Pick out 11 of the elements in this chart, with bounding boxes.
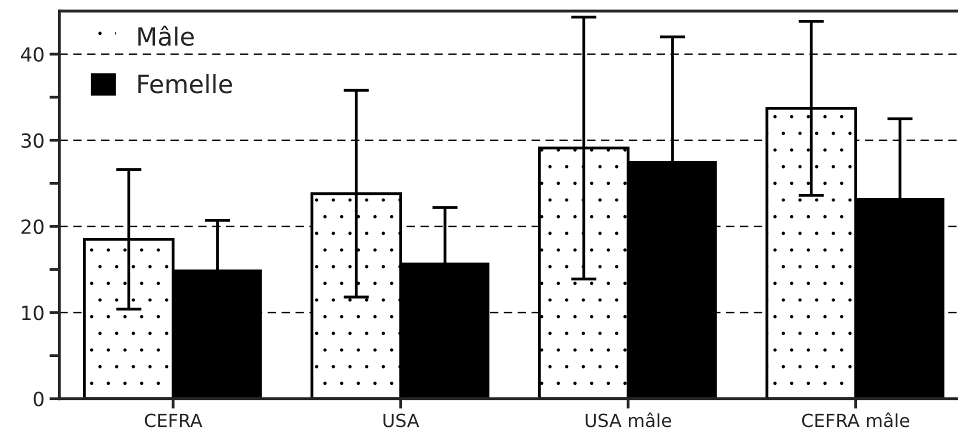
y-tick-label: 20: [21, 219, 44, 234]
x-tick-label: USA mâle: [586, 412, 672, 428]
x-tick-label: CEFRA mâle: [802, 412, 910, 428]
legend-label: Femelle: [138, 74, 232, 94]
x-tick-label: USA: [384, 414, 420, 428]
y-tick-label: 30: [22, 133, 44, 148]
y-tick-label: 0: [34, 392, 44, 406]
y-tick-label: 40: [21, 47, 44, 62]
x-tick-label: CEFRA: [144, 414, 202, 428]
y-tick-label: 10: [22, 306, 44, 320]
legend-label: Mâle: [138, 26, 194, 46]
